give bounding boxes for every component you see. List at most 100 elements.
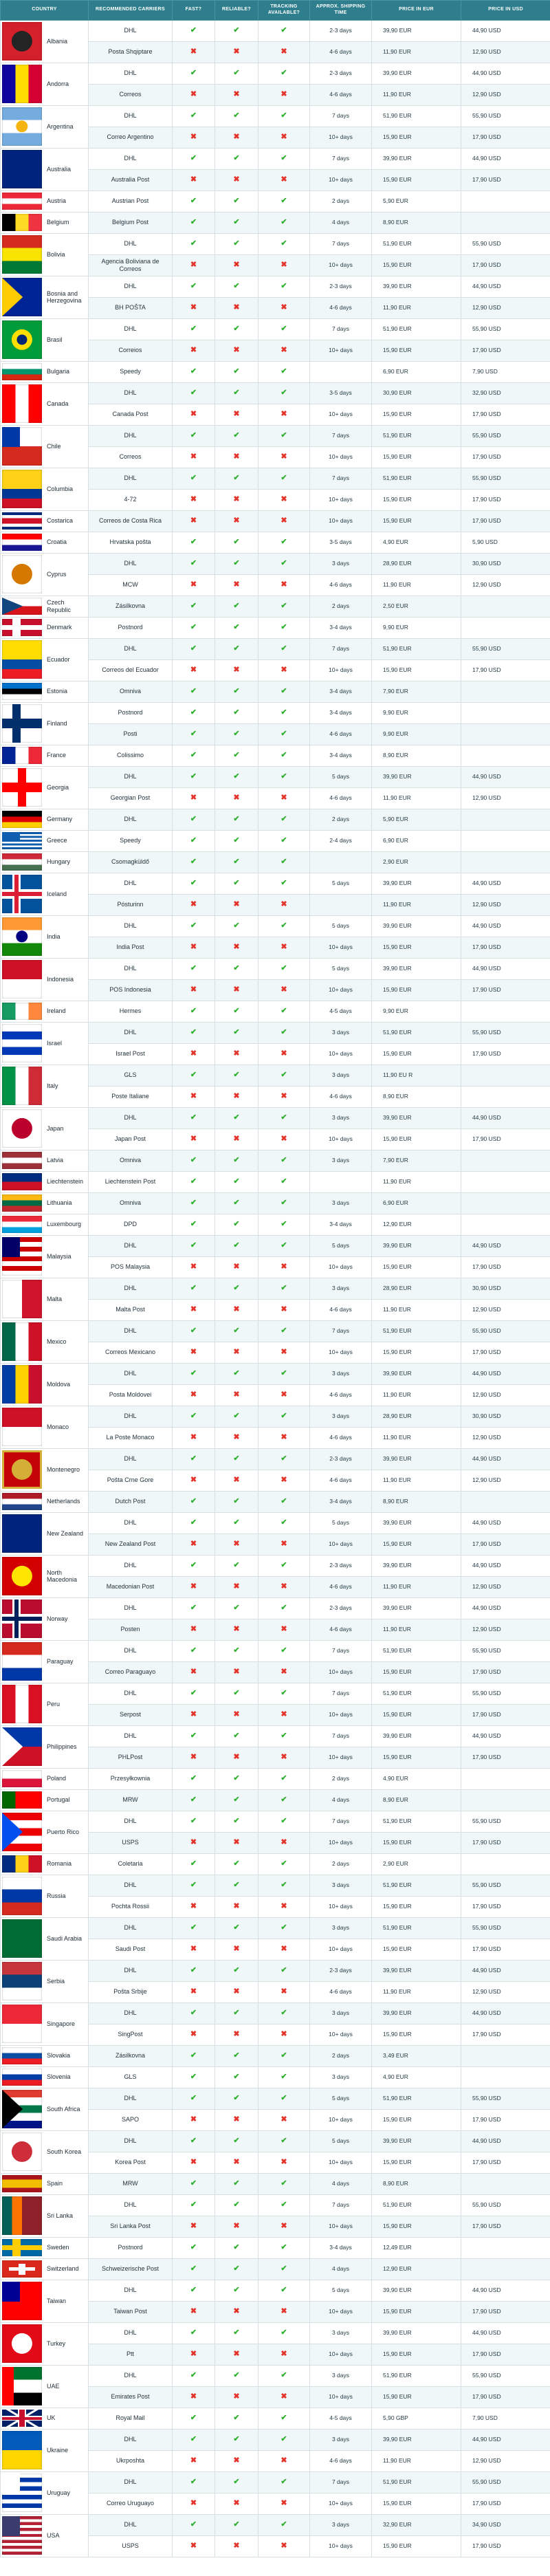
shipping-time-cell: 3 days: [309, 2322, 372, 2344]
check-icon: ✔: [190, 2371, 197, 2380]
denmark-flag-icon: [2, 619, 42, 636]
fast-cell: ✖: [172, 2343, 215, 2366]
cross-icon: ✖: [233, 1263, 240, 1271]
fast-cell: ✖: [172, 2492, 215, 2515]
tracking-cell: ✔: [258, 1874, 310, 1897]
shipping-time-cell: 4-6 days: [309, 1980, 372, 2003]
price-usd-cell: 12,90 USD: [461, 1980, 550, 2003]
table-row: Czech Republic Zásilkovna ✔ ✔ ✔ 2 days 2,50 EU…: [0, 595, 550, 618]
check-icon: ✔: [190, 2243, 197, 2252]
cross-icon: ✖: [190, 1668, 197, 1677]
country-cell: Japan: [0, 1106, 89, 1150]
cross-icon: ✖: [190, 47, 197, 56]
price-eur-cell: 39,90 EUR: [371, 2428, 461, 2451]
cross-icon: ✖: [233, 1540, 240, 1549]
shipping-time-cell: 3 days: [309, 2002, 372, 2024]
price-eur-cell: 39,90 EUR: [371, 1554, 461, 1577]
cross-icon: ✖: [233, 261, 240, 270]
shipping-time-cell: 5 days: [309, 2279, 372, 2302]
col-header-reliable: RELIABLE?: [214, 0, 258, 21]
price-usd-cell: [461, 1490, 550, 1513]
tracking-cell: ✖: [258, 1938, 310, 1961]
country-name: Sweden: [47, 2244, 69, 2251]
check-icon: ✔: [190, 2328, 197, 2337]
check-icon: ✔: [190, 623, 197, 632]
cross-icon: ✖: [280, 1902, 287, 1911]
country-name: South Korea: [47, 2148, 82, 2155]
country-name: Israel: [47, 1039, 63, 1047]
check-icon: ✔: [233, 2243, 240, 2252]
price-eur-cell: 2,50 EUR: [371, 595, 461, 618]
table-row: Serbia DHL ✔ ✔ ✔ 2-3 days 39,90 EUR 44,90 USD: [0, 1959, 550, 2003]
country-name: UK: [47, 2414, 56, 2422]
table-row: POS Indonesia ✖ ✖ ✖ 10+ days 15,90 EUR 17,90 U…: [1, 979, 550, 1001]
cross-icon: ✖: [280, 1092, 287, 1101]
price-eur-cell: 9,90 EUR: [371, 1000, 461, 1023]
chile-flag-icon: [2, 427, 42, 466]
country-name: UAE: [47, 2382, 60, 2390]
table-row: Germany DHL ✔ ✔ ✔ 2 days 5,90 EUR: [0, 808, 550, 831]
price-usd-cell: 12,90 USD: [461, 1384, 550, 1406]
latvia-flag-icon: [2, 1152, 42, 1169]
price-usd-cell: 17,90 USD: [461, 168, 550, 191]
check-icon: ✔: [190, 708, 197, 717]
sri-lanka-flag-icon: [2, 2196, 42, 2235]
fast-cell: ✔: [172, 147, 215, 170]
sweden-flag-icon: [2, 2239, 42, 2256]
table-row: Correos ✖ ✖ ✖ 10+ days 15,90 EUR 17,90 USD: [1, 446, 550, 468]
check-icon: ✔: [190, 1369, 197, 1378]
mexico-flag-icon: [2, 1322, 42, 1361]
reliable-cell: ✔: [214, 616, 258, 639]
carrier-name-cell: DHL: [88, 1597, 173, 1619]
check-icon: ✔: [233, 2094, 240, 2103]
shipping-time-cell: 5 days: [309, 1511, 372, 1534]
price-eur-cell: 15,90 EUR: [371, 936, 461, 959]
cross-icon: ✖: [233, 2158, 240, 2167]
table-row: Chile DHL ✔ ✔ ✔ 7 days 51,90 EUR 55,90 USD: [0, 424, 550, 468]
cross-icon: ✖: [280, 346, 287, 355]
india-flag-icon: [2, 917, 42, 956]
country-name: Lithuania: [47, 1199, 72, 1207]
belgium-flag-icon: [2, 214, 42, 231]
cross-icon: ✖: [233, 943, 240, 952]
price-usd-cell: 17,90 USD: [461, 2386, 550, 2408]
new-zealand-flag-icon: [2, 1514, 42, 1553]
tracking-cell: ✔: [258, 2172, 310, 2195]
country-name: USA: [47, 2531, 60, 2539]
price-eur-cell: 28,90 EUR: [371, 1277, 461, 1300]
check-icon: ✔: [280, 1774, 287, 1783]
price-usd-cell: 44,90 USD: [461, 872, 550, 895]
price-eur-cell: 39,90 EUR: [371, 1448, 461, 1470]
reliable-cell: ✔: [214, 1789, 258, 1811]
tracking-cell: ✔: [258, 595, 310, 618]
reliable-cell: ✖: [214, 1341, 258, 1364]
check-icon: ✔: [280, 325, 287, 334]
check-icon: ✔: [280, 1795, 287, 1804]
table-row: Puerto Rico DHL ✔ ✔ ✔ 7 days 51,90 EUR 55,90 US…: [0, 1810, 550, 1854]
check-icon: ✔: [280, 154, 287, 163]
table-row: Agencia Boliviana de Correos ✖ ✖ ✖ 10+ days 1…: [1, 254, 550, 276]
reliable-cell: ✔: [214, 1490, 258, 1513]
russia-flag-icon: [2, 1877, 42, 1915]
reliable-cell: ✖: [214, 168, 258, 191]
carrier-name-cell: DHL: [88, 1554, 173, 1577]
shipping-time-cell: 4-6 days: [309, 2449, 372, 2472]
reliable-cell: ✖: [214, 2215, 258, 2238]
price-usd-cell: 17,90 USD: [461, 2343, 550, 2366]
price-usd-cell: 44,90 USD: [461, 1234, 550, 1257]
check-icon: ✔: [233, 879, 240, 888]
country-cell: Bosnia and Herzegovina: [0, 275, 89, 319]
check-icon: ✔: [233, 69, 240, 78]
price-usd-cell: 55,90 USD: [461, 1917, 550, 1939]
price-eur-cell: 15,90 EUR: [371, 488, 461, 511]
country-name: Mexico: [47, 1338, 67, 1345]
price-usd-cell: 17,90 USD: [461, 2300, 550, 2323]
turkey-flag-icon: [2, 2324, 42, 2363]
price-usd-cell: 17,90 USD: [461, 2108, 550, 2131]
country-name: New Zealand: [47, 1529, 84, 1537]
cross-icon: ✖: [190, 452, 197, 461]
carrier-name-cell: Postnord: [88, 2236, 173, 2259]
reliable-cell: ✔: [214, 2279, 258, 2302]
check-icon: ✔: [233, 2478, 240, 2487]
carrier-name-cell: USPS: [88, 1831, 173, 1854]
